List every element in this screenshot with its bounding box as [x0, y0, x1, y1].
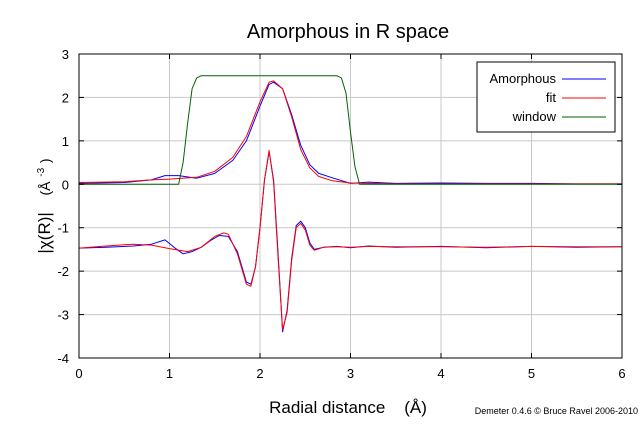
y-axis-label-close: ): [37, 158, 53, 163]
y-tick-label: -3: [57, 308, 69, 323]
y-tick-label: -1: [57, 221, 69, 236]
credit-text: Demeter 0.4.6 © Bruce Ravel 2006-2010: [475, 406, 638, 416]
y-tick-label: -4: [57, 351, 69, 366]
legend-label: Amorphous: [490, 71, 557, 86]
y-axis-label-exp: -3: [36, 167, 47, 176]
y-tick-label: -2: [57, 264, 69, 279]
x-tick-label: 6: [618, 366, 625, 381]
chart-title: Amorphous in R space: [247, 21, 449, 43]
unnamed-4-series-line: [78, 149, 622, 331]
x-tick-label: 2: [256, 366, 263, 381]
legend-entries: Amorphous fit window: [490, 71, 606, 124]
x-tick-label: 0: [75, 366, 82, 381]
legend-box: [476, 61, 616, 133]
y-axis-label-unit: (Å: [37, 181, 53, 196]
svg-text:|χ(R)| (Å -3: |χ(R)| (Å -3 ): [29, 158, 54, 253]
y-tick-label: 0: [62, 177, 69, 192]
series-layer: [78, 75, 623, 333]
y-tick-label: 2: [62, 90, 69, 105]
fit-series-line: [78, 80, 622, 185]
tick-layer: 0 1 2 3 4 5 6 -4 -3 -2 -1 0 1 2 3: [57, 47, 625, 381]
legend-label: window: [512, 109, 557, 124]
y-tick-label: 3: [62, 47, 69, 62]
x-tick-label: 5: [528, 366, 535, 381]
x-tick-label: 4: [437, 366, 444, 381]
y-axis-label: |χ(R)| (Å -3 ): [29, 158, 54, 253]
legend-label: fit: [546, 90, 557, 105]
legend: Amorphous fit window: [476, 61, 616, 133]
y-axis-label-main: |χ(R)|: [35, 212, 54, 253]
window-series-line: [79, 75, 622, 185]
x-tick-label: 3: [347, 366, 354, 381]
y-tick-label: 1: [62, 134, 69, 149]
x-axis-label: Radial distance (Å): [269, 398, 427, 417]
x-tick-label: 1: [166, 366, 173, 381]
